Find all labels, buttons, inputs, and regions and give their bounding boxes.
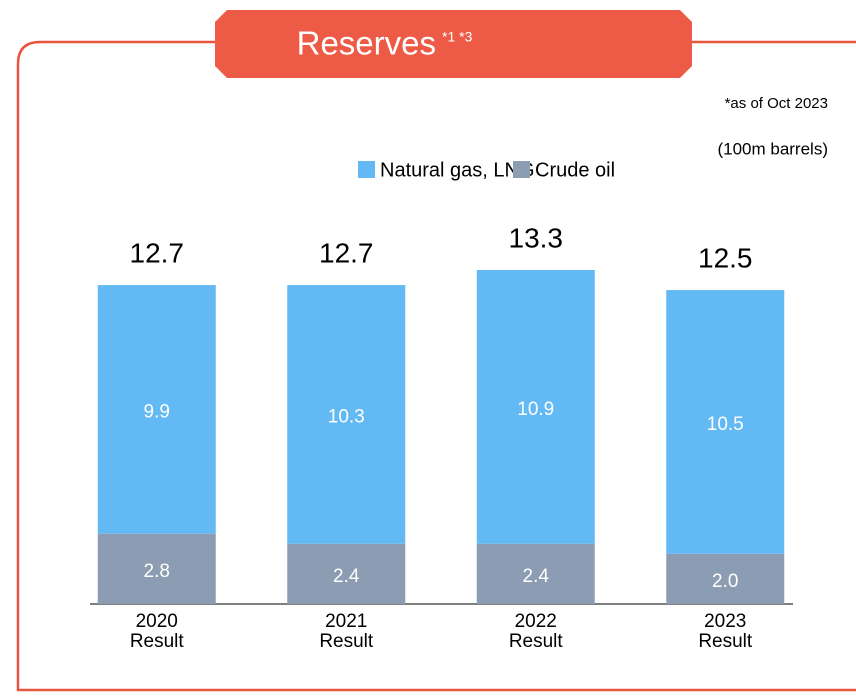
- value-label: 2.4: [523, 566, 550, 587]
- x-tick-label: 2023 Result: [698, 611, 753, 652]
- title-box: [215, 10, 692, 78]
- bar-segment: [287, 543, 406, 604]
- value-label: 10.9: [517, 399, 554, 420]
- note: *as of Oct 2023: [725, 95, 828, 112]
- total-label: 12.7: [319, 237, 374, 268]
- total-label: 12.5: [698, 242, 753, 273]
- bar-segment: [476, 270, 595, 544]
- value-label: 10.3: [328, 406, 365, 427]
- bar-segment: [666, 290, 785, 554]
- legend-swatch: [513, 161, 530, 178]
- title-note: *1 *3: [442, 29, 473, 45]
- legend-swatch: [358, 161, 375, 178]
- value-label: 2.4: [333, 566, 360, 587]
- x-tick-label: 2021 Result: [319, 611, 374, 652]
- bar-segment: [666, 553, 785, 604]
- legend-label: Crude oil: [535, 159, 615, 181]
- total-label: 12.7: [130, 237, 185, 268]
- x-tick-label: 2022 Result: [508, 611, 563, 652]
- legend-label: Natural gas, LNG: [380, 159, 535, 181]
- value-label: 9.9: [144, 401, 170, 422]
- x-tick-label: 2020 Result: [129, 611, 184, 652]
- value-label: 2.0: [712, 571, 738, 592]
- total-label: 13.3: [509, 222, 564, 253]
- value-label: 10.5: [707, 414, 744, 435]
- bar-segment: [97, 533, 216, 604]
- note: (100m barrels): [717, 139, 828, 158]
- frame: [16, 40, 856, 692]
- chart-title: Reserves: [297, 25, 436, 62]
- value-label: 2.8: [144, 561, 170, 582]
- bar-segment: [97, 285, 216, 534]
- bar-segment: [287, 285, 406, 544]
- bar-segment: [476, 543, 595, 604]
